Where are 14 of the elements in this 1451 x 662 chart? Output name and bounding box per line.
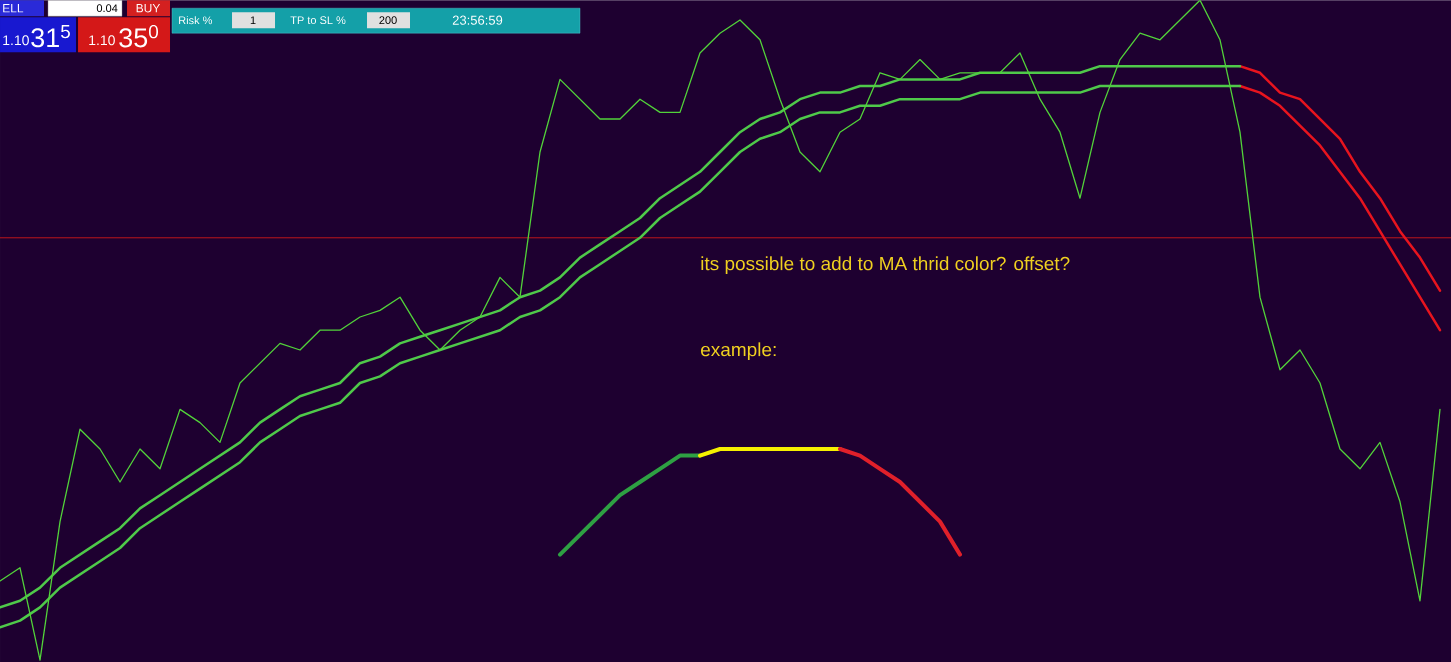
annotation: 0.04 xyxy=(96,4,118,12)
annotation: 35$^{0}$ xyxy=(119,24,159,48)
annotation: 23:56:59 xyxy=(452,15,503,25)
annotation: 1.10 xyxy=(89,35,115,46)
annotation: BUY xyxy=(136,3,161,13)
annotation: ELL xyxy=(3,3,24,13)
annotation: Risk % xyxy=(179,16,213,25)
annotation: example: xyxy=(701,342,776,360)
annotation: 1 xyxy=(250,16,256,24)
annotation: TP to SL % xyxy=(290,16,346,24)
annotation: 1.10 xyxy=(3,35,29,46)
annotation: its possible to add to MA thrid color? offset? xyxy=(701,256,1070,274)
annotation: 31$^{5}$ xyxy=(31,24,70,48)
annotation: 200 xyxy=(379,16,397,24)
